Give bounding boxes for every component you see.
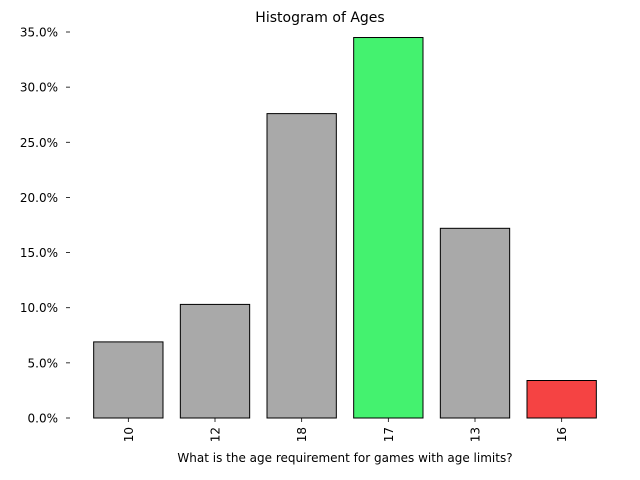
bar-17 — [353, 37, 424, 419]
y-tick-label: 0.0% — [28, 412, 59, 426]
x-tick-label: 12 — [209, 427, 223, 442]
x-tick-label: 16 — [555, 427, 569, 442]
y-tick-label: 10.0% — [20, 301, 58, 315]
chart-title: Histogram of Ages — [255, 10, 384, 26]
x-tick-label: 17 — [382, 427, 396, 442]
y-axis: 0.0% 5.0% 10.0% 15.0% 20.0% 25.0% 30.0% 35.0% — [20, 26, 70, 426]
x-tick-label: 18 — [295, 427, 309, 442]
x-tick-label: 10 — [122, 427, 136, 442]
bar-12 — [179, 303, 251, 419]
y-tick-label: 15.0% — [20, 246, 58, 260]
y-tick-label: 5.0% — [28, 356, 59, 370]
bar-18 — [266, 113, 337, 419]
x-axis-label: What is the age requirement for games wi… — [177, 451, 512, 465]
bar-13 — [439, 227, 511, 419]
y-tick-label: 25.0% — [20, 136, 58, 150]
y-tick-label: 20.0% — [20, 191, 58, 205]
bars — [93, 37, 597, 419]
x-tick-label: 13 — [469, 427, 483, 442]
y-tick-label: 35.0% — [20, 26, 58, 40]
bar-16 — [526, 380, 597, 419]
x-axis: 10 12 18 17 13 16 — [122, 418, 569, 442]
y-tick-label: 30.0% — [20, 81, 58, 95]
bar-10 — [93, 341, 164, 419]
